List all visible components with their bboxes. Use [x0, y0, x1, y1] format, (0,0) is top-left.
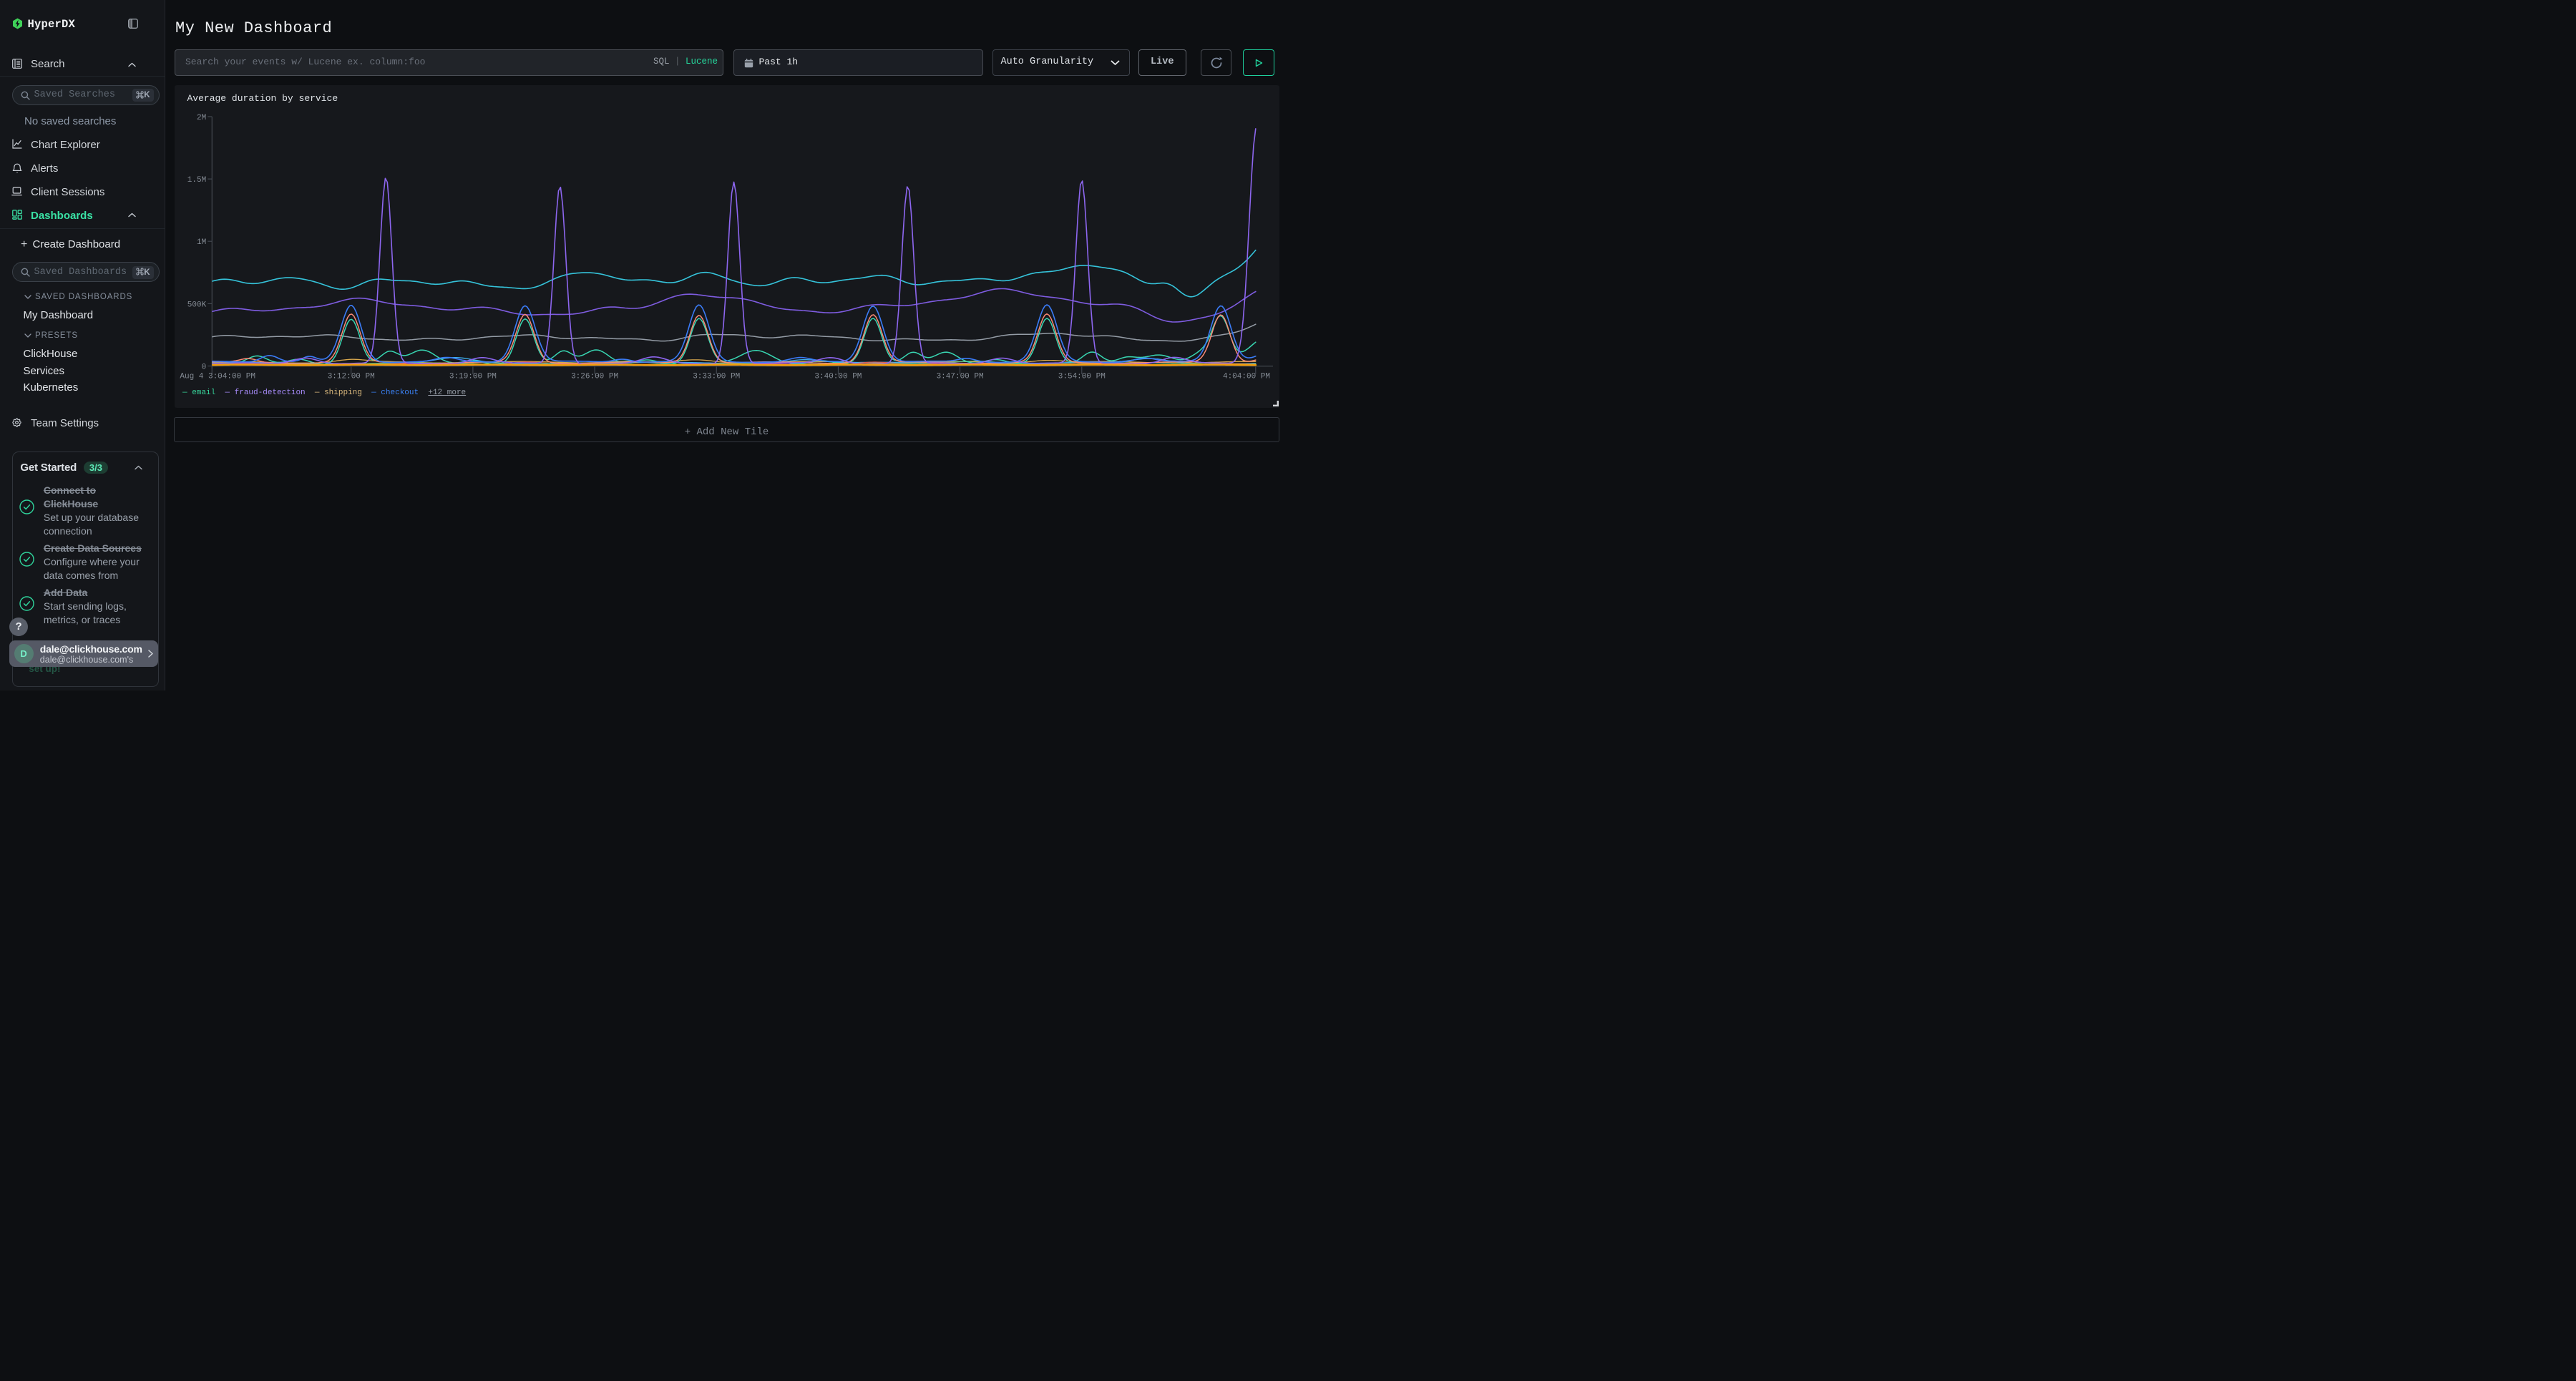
svg-text:3:12:00 PM: 3:12:00 PM: [327, 373, 374, 381]
svg-text:3:26:00 PM: 3:26:00 PM: [571, 373, 618, 381]
svg-text:3:54:00 PM: 3:54:00 PM: [1058, 373, 1105, 381]
svg-text:3:33:00 PM: 3:33:00 PM: [693, 373, 740, 381]
svg-text:1M: 1M: [196, 238, 205, 247]
svg-text:3:19:00 PM: 3:19:00 PM: [449, 373, 496, 381]
svg-text:Aug 4 3:04:00 PM: Aug 4 3:04:00 PM: [180, 373, 255, 381]
svg-text:3:47:00 PM: 3:47:00 PM: [936, 373, 983, 381]
svg-text:1.5M: 1.5M: [187, 176, 205, 185]
svg-text:2M: 2M: [196, 114, 205, 122]
svg-text:0: 0: [201, 363, 206, 372]
svg-text:4:04:00 PM: 4:04:00 PM: [1222, 373, 1269, 381]
svg-text:3:40:00 PM: 3:40:00 PM: [814, 373, 862, 381]
svg-text:500K: 500K: [187, 301, 206, 309]
